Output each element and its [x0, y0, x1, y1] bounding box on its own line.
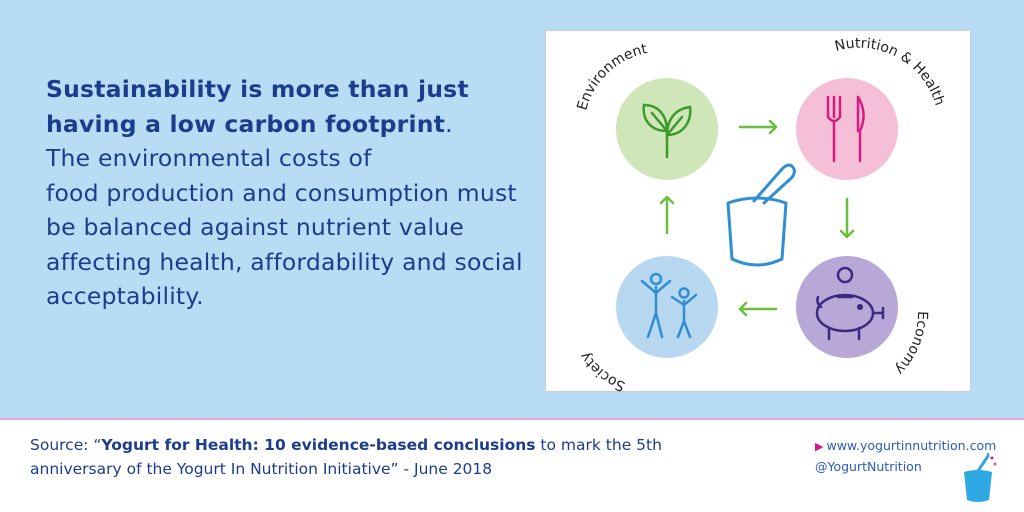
cycle-arrows [659, 119, 855, 317]
source-title: Yogurt for Health: 10 evidence-based con… [101, 436, 536, 454]
source-prefix: Source: “ [30, 436, 102, 454]
play-arrow-icon: ▶ [815, 440, 824, 453]
footer: Source: “Yogurt for Health: 10 evidence-… [0, 420, 1024, 512]
quote-text: Sustainability is more than just having … [46, 72, 526, 314]
quote-bold-period: . [445, 109, 453, 138]
fork-knife-icon [826, 95, 865, 163]
twitter-handle[interactable]: @YogurtNutrition [815, 459, 922, 474]
economy-circle [796, 256, 898, 358]
main-panel: Sustainability is more than just having … [46, 30, 971, 393]
quote-line-2: food production and consumption must be … [46, 178, 523, 311]
leaf-icon [642, 103, 692, 159]
society-circle [616, 256, 718, 358]
footer-divider [0, 418, 1024, 420]
economy-label: Economy [892, 311, 931, 378]
quote-line-1: The environmental costs of [46, 144, 372, 172]
source-citation: Source: “Yogurt for Health: 10 evidence-… [30, 433, 750, 481]
people-icon [640, 272, 698, 339]
contact-links: ▶ www.yogurtinnutrition.com @YogurtNutrit… [815, 436, 996, 477]
quote-bold: Sustainability is more than just having … [46, 75, 469, 138]
website-link[interactable]: www.yogurtinnutrition.com [826, 438, 997, 453]
source-rest: to mark the 5th anniversary of the Yogur… [30, 436, 662, 478]
yogurt-cup-icon [726, 163, 796, 267]
yogurt-logo-icon [964, 452, 997, 502]
sustainability-diagram: Environment Nutrition & Health Economy S… [545, 30, 971, 393]
society-label: Society [577, 349, 628, 393]
piggy-bank-icon [815, 266, 885, 341]
nutrition-circle [796, 78, 898, 180]
